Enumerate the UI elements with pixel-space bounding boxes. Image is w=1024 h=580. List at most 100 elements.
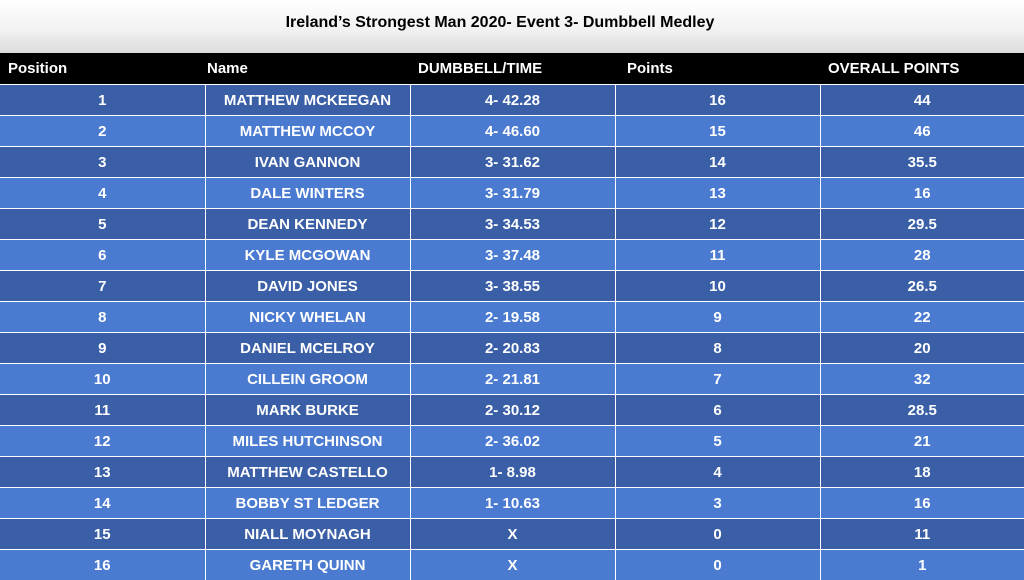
cell-dumbbell-time: 4- 46.60	[410, 116, 615, 147]
cell-dumbbell-time: 2- 30.12	[410, 395, 615, 426]
table-row: 10 CILLEIN GROOM 2- 21.81 7 32	[0, 364, 1024, 395]
cell-position: 16	[0, 550, 205, 580]
table-row: 7 DAVID JONES 3- 38.55 10 26.5	[0, 271, 1024, 302]
cell-name: NICKY WHELAN	[205, 302, 410, 333]
cell-name: CILLEIN GROOM	[205, 364, 410, 395]
table-row: 12 MILES HUTCHINSON 2- 36.02 5 21	[0, 426, 1024, 457]
header-name: Name	[205, 53, 410, 85]
header-position: Position	[0, 53, 205, 85]
cell-position: 5	[0, 209, 205, 240]
cell-name: NIALL MOYNAGH	[205, 519, 410, 550]
cell-position: 10	[0, 364, 205, 395]
cell-dumbbell-time: 3- 31.79	[410, 178, 615, 209]
cell-position: 13	[0, 457, 205, 488]
table-row: 6 KYLE MCGOWAN 3- 37.48 11 28	[0, 240, 1024, 271]
cell-position: 9	[0, 333, 205, 364]
cell-dumbbell-time: 2- 21.81	[410, 364, 615, 395]
table-row: 4 DALE WINTERS 3- 31.79 13 16	[0, 178, 1024, 209]
results-table: Position Name DUMBBELL/TIME Points OVERA…	[0, 53, 1024, 580]
table-row: 15 NIALL MOYNAGH X 0 11	[0, 519, 1024, 550]
cell-points: 4	[615, 457, 820, 488]
cell-overall-points: 44	[820, 85, 1024, 116]
cell-overall-points: 21	[820, 426, 1024, 457]
cell-dumbbell-time: X	[410, 519, 615, 550]
cell-name: MATTHEW CASTELLO	[205, 457, 410, 488]
cell-points: 3	[615, 488, 820, 519]
page-title: Ireland’s Strongest Man 2020- Event 3- D…	[0, 14, 1000, 32]
cell-overall-points: 35.5	[820, 147, 1024, 178]
cell-points: 7	[615, 364, 820, 395]
cell-position: 12	[0, 426, 205, 457]
cell-points: 15	[615, 116, 820, 147]
cell-dumbbell-time: 3- 37.48	[410, 240, 615, 271]
cell-overall-points: 28	[820, 240, 1024, 271]
cell-overall-points: 26.5	[820, 271, 1024, 302]
cell-name: DALE WINTERS	[205, 178, 410, 209]
cell-position: 14	[0, 488, 205, 519]
cell-points: 13	[615, 178, 820, 209]
cell-name: MATTHEW MCKEEGAN	[205, 85, 410, 116]
cell-position: 8	[0, 302, 205, 333]
cell-name: MATTHEW MCCOY	[205, 116, 410, 147]
title-bar: Ireland’s Strongest Man 2020- Event 3- D…	[0, 0, 1024, 53]
cell-overall-points: 22	[820, 302, 1024, 333]
cell-dumbbell-time: 3- 38.55	[410, 271, 615, 302]
cell-position: 6	[0, 240, 205, 271]
cell-overall-points: 11	[820, 519, 1024, 550]
table-header-row: Position Name DUMBBELL/TIME Points OVERA…	[0, 53, 1024, 85]
cell-points: 12	[615, 209, 820, 240]
cell-name: IVAN GANNON	[205, 147, 410, 178]
cell-points: 0	[615, 519, 820, 550]
table-row: 1 MATTHEW MCKEEGAN 4- 42.28 16 44	[0, 85, 1024, 116]
table-row: 5 DEAN KENNEDY 3- 34.53 12 29.5	[0, 209, 1024, 240]
cell-points: 8	[615, 333, 820, 364]
table-row: 16 GARETH QUINN X 0 1	[0, 550, 1024, 580]
cell-dumbbell-time: 2- 19.58	[410, 302, 615, 333]
cell-name: KYLE MCGOWAN	[205, 240, 410, 271]
cell-overall-points: 16	[820, 488, 1024, 519]
cell-name: MARK BURKE	[205, 395, 410, 426]
table-row: 13 MATTHEW CASTELLO 1- 8.98 4 18	[0, 457, 1024, 488]
cell-overall-points: 20	[820, 333, 1024, 364]
cell-points: 16	[615, 85, 820, 116]
cell-overall-points: 32	[820, 364, 1024, 395]
cell-points: 11	[615, 240, 820, 271]
header-points: Points	[615, 53, 820, 85]
cell-dumbbell-time: 1- 8.98	[410, 457, 615, 488]
cell-dumbbell-time: 2- 36.02	[410, 426, 615, 457]
cell-position: 7	[0, 271, 205, 302]
table-row: 3 IVAN GANNON 3- 31.62 14 35.5	[0, 147, 1024, 178]
cell-overall-points: 16	[820, 178, 1024, 209]
cell-points: 5	[615, 426, 820, 457]
table-row: 11 MARK BURKE 2- 30.12 6 28.5	[0, 395, 1024, 426]
cell-name: BOBBY ST LEDGER	[205, 488, 410, 519]
table-row: 14 BOBBY ST LEDGER 1- 10.63 3 16	[0, 488, 1024, 519]
cell-name: GARETH QUINN	[205, 550, 410, 580]
cell-position: 11	[0, 395, 205, 426]
cell-dumbbell-time: 3- 34.53	[410, 209, 615, 240]
cell-dumbbell-time: X	[410, 550, 615, 580]
cell-points: 14	[615, 147, 820, 178]
cell-dumbbell-time: 1- 10.63	[410, 488, 615, 519]
cell-position: 3	[0, 147, 205, 178]
cell-dumbbell-time: 2- 20.83	[410, 333, 615, 364]
cell-overall-points: 28.5	[820, 395, 1024, 426]
cell-name: DANIEL MCELROY	[205, 333, 410, 364]
table-row: 2 MATTHEW MCCOY 4- 46.60 15 46	[0, 116, 1024, 147]
cell-overall-points: 18	[820, 457, 1024, 488]
cell-position: 1	[0, 85, 205, 116]
cell-overall-points: 46	[820, 116, 1024, 147]
header-dumbbell-time: DUMBBELL/TIME	[410, 53, 615, 85]
cell-name: MILES HUTCHINSON	[205, 426, 410, 457]
cell-points: 6	[615, 395, 820, 426]
table-row: 8 NICKY WHELAN 2- 19.58 9 22	[0, 302, 1024, 333]
cell-position: 4	[0, 178, 205, 209]
cell-points: 10	[615, 271, 820, 302]
cell-position: 2	[0, 116, 205, 147]
header-overall-points: OVERALL POINTS	[820, 53, 1024, 85]
cell-points: 0	[615, 550, 820, 580]
cell-dumbbell-time: 4- 42.28	[410, 85, 615, 116]
cell-overall-points: 1	[820, 550, 1024, 580]
cell-dumbbell-time: 3- 31.62	[410, 147, 615, 178]
table-row: 9 DANIEL MCELROY 2- 20.83 8 20	[0, 333, 1024, 364]
